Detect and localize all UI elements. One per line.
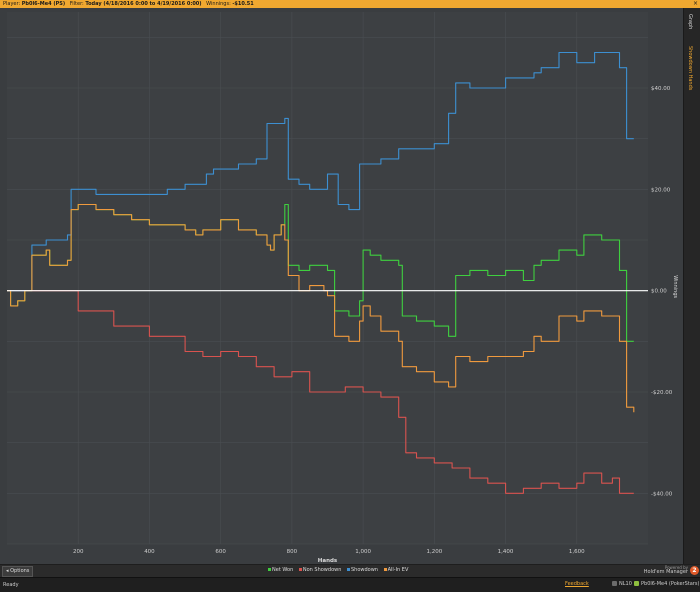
showdown-line [7, 51, 634, 292]
filter-value[interactable]: Today (4/18/2016 0:00 to 4/19/2016 0:00) [85, 1, 202, 7]
top-bar: Player: Pb0l6-Me4 (PS) Filter: Today (4/… [0, 0, 700, 8]
stake-label: NL10 [619, 581, 632, 587]
feedback-link[interactable]: Feedback [565, 581, 589, 587]
x-tick-label: 600 [215, 549, 226, 555]
winnings-value: -$10.51 [232, 1, 254, 7]
x-axis-label: Hands [318, 558, 338, 564]
legend-label: All-In EV [387, 567, 409, 573]
y-tick-label: $20.00 [651, 187, 671, 193]
plot-area [7, 12, 648, 544]
legend-label: Net Won [272, 567, 294, 573]
player-value[interactable]: Pb0l6-Me4 (PS) [21, 1, 66, 7]
legend-swatch [383, 568, 387, 571]
x-tick-label: 1,600 [569, 549, 585, 555]
options-button[interactable]: ◂ Options [2, 566, 34, 577]
stake-icon [612, 581, 617, 586]
side-tabs: Graph Showdown Hands [683, 8, 700, 564]
y-axis-label: Winnings [672, 275, 678, 298]
x-tick-label: 400 [144, 549, 155, 555]
status-bar: Ready Feedback NL10 Pb0l6-Me4 (PokerStar… [0, 577, 700, 592]
x-tick-label: 1,000 [355, 549, 371, 555]
brand: Powered by Hold'em Manager [644, 565, 688, 575]
legend-label: Showdown [350, 567, 378, 573]
graph-panel: 200 400 600 800 1,000 1,200 1,400 1,600 $40.00 $2… [0, 8, 683, 564]
close-icon[interactable]: × [692, 0, 698, 7]
options-bar: ◂ Options Net Won Non Showdown Showdown … [0, 564, 700, 577]
x-tick-label: 1,200 [426, 549, 442, 555]
y-tick-label: -$20.00 [651, 390, 673, 396]
legend-item-non-showdown[interactable]: Non Showdown [298, 567, 342, 573]
active-player-label: Pb0l6-Me4 (PokerStars) [641, 581, 700, 587]
y-tick-label: $40.00 [651, 86, 671, 92]
player-label: Player: [3, 1, 21, 7]
non-showdown-line [7, 290, 634, 494]
hm2-logo-icon: 2 [690, 566, 699, 575]
tab-graph[interactable]: Graph [687, 14, 693, 30]
y-tick-label: -$40.00 [651, 491, 673, 497]
winnings-chart: 200 400 600 800 1,000 1,200 1,400 1,600 $40.00 $2… [7, 12, 678, 564]
legend: Net Won Non Showdown Showdown All-In EV [268, 567, 412, 573]
tab-showdown-hands[interactable]: Showdown Hands [687, 46, 693, 91]
status-text: Ready [3, 582, 19, 588]
legend-label: Non Showdown [302, 567, 342, 573]
active-player[interactable]: Pb0l6-Me4 (PokerStars) [634, 581, 699, 587]
collapse-arrow-icon: ◂ [6, 568, 11, 574]
y-tick-label: $0.00 [651, 289, 667, 295]
x-tick-label: 1,400 [498, 549, 514, 555]
x-tick-label: 200 [73, 549, 84, 555]
legend-item-net-won[interactable]: Net Won [268, 567, 293, 573]
stake-indicator: NL10 [612, 581, 632, 587]
legend-swatch [268, 568, 271, 571]
brand-name: Hold'em Manager [643, 569, 688, 575]
winnings-label: Winnings: [206, 1, 231, 7]
player-icon [634, 581, 639, 586]
powered-by: Powered by [664, 565, 688, 570]
legend-item-showdown[interactable]: Showdown [346, 567, 378, 573]
filter-label: Filter: [69, 1, 84, 7]
legend-swatch [298, 568, 302, 571]
options-label: Options [10, 568, 30, 574]
legend-item-allin-ev[interactable]: All-In EV [383, 567, 409, 573]
legend-swatch [346, 568, 350, 571]
x-tick-label: 800 [287, 549, 298, 555]
